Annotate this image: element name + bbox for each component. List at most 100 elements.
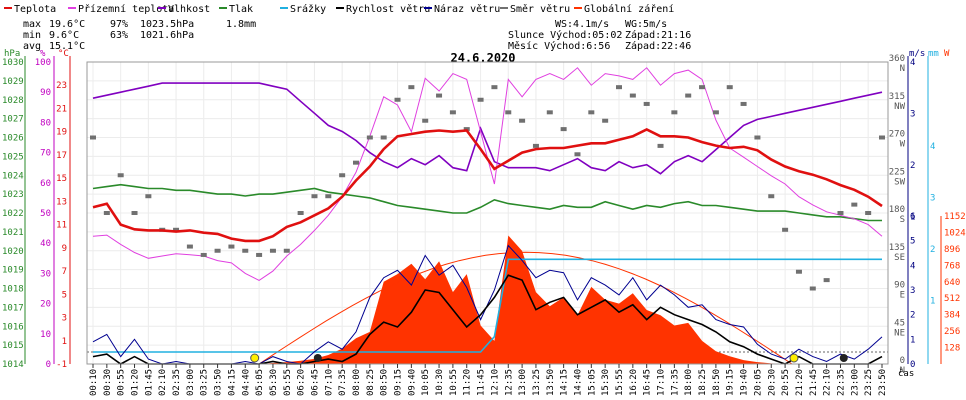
humidity-tick-10: 100	[35, 58, 51, 68]
x-tick-11: 04:40	[241, 369, 251, 396]
wind-dir-point-17	[325, 194, 332, 199]
x-tick-55: 23:00	[850, 369, 860, 396]
x-tick-47: 19:40	[740, 369, 750, 396]
info-moon: Měsíc Východ:6:56	[508, 40, 610, 52]
x-tick-57: 23:50	[878, 369, 888, 396]
rain-axis-unit: mm	[928, 49, 939, 59]
wind-dir-point-34	[560, 127, 567, 132]
sun-marker-0	[250, 353, 260, 363]
pressure-tick-5: 1019	[2, 266, 24, 276]
wind-dir-point-6	[173, 227, 180, 232]
stats-max-temp: 19.6°C	[49, 19, 85, 30]
x-tick-18: 07:35	[338, 369, 348, 396]
legend-label-8: Globální záření	[584, 3, 674, 15]
x-tick-1: 00:30	[103, 369, 113, 396]
pressure-tick-2: 1016	[2, 322, 24, 332]
wind-dir-point-16	[311, 194, 318, 199]
temperature-tick-4: 7	[62, 267, 67, 277]
stats-rain-total: 1.8mm	[226, 19, 256, 30]
rain-tick-0: 1	[930, 297, 935, 307]
humidity-tick-7: 70	[40, 149, 51, 159]
series-pressure	[92, 183, 882, 222]
pressure-tick-15: 1029	[2, 77, 24, 87]
rain-tick-3: 4	[930, 142, 935, 152]
radiation-tick-6: 896	[944, 245, 960, 255]
sun-moon-info: WS:4.1m/s WG:5m/s Slunce Východ:05:02 Zá…	[508, 19, 691, 52]
humidity-axis-unit: %	[40, 49, 46, 59]
wind-dir-point-13	[269, 248, 276, 253]
x-tick-21: 08:50	[380, 369, 390, 396]
x-tick-33: 13:50	[546, 369, 556, 396]
wind-dir-point-28	[477, 97, 484, 102]
stats-avg-temp: 15.1°C	[49, 41, 85, 52]
pressure-tick-8: 1022	[2, 209, 24, 219]
wind-dir-point-47	[740, 101, 747, 106]
radiation-axis-unit: W	[944, 49, 950, 59]
wind-dir-point-27	[463, 127, 470, 132]
wind-dir-deg-2: 90	[894, 281, 905, 291]
x-tick-52: 21:45	[809, 369, 819, 396]
pressure-tick-1: 1015	[2, 341, 24, 351]
wind-dir-label-3: SE	[894, 253, 905, 263]
x-tick-22: 09:15	[394, 369, 404, 396]
radiation-tick-3: 512	[944, 294, 960, 304]
wind-dir-deg-1: 45	[894, 318, 905, 328]
x-tick-40: 16:45	[643, 369, 653, 396]
x-axis-label: čas	[898, 368, 914, 379]
x-tick-8: 03:25	[200, 369, 210, 396]
temperature-tick-9: 17	[56, 151, 67, 161]
legend-label-0: Teplota	[14, 4, 56, 15]
stats-max-press: 1023.5hPa	[140, 19, 194, 30]
radiation-tick-5: 768	[944, 261, 960, 271]
wind-dir-point-44	[699, 85, 706, 90]
radiation-tick-2: 384	[944, 311, 960, 321]
wind-dir-point-42	[671, 110, 678, 115]
temperature-tick-11: 21	[56, 104, 67, 114]
temperature-axis-unit: °C	[58, 49, 69, 59]
series-rain	[93, 258, 882, 353]
wind-speed-tick-2: 2	[910, 311, 915, 321]
temperature-tick-10: 19	[56, 128, 67, 138]
wind-dir-label-4: S	[900, 215, 905, 225]
sun-marker-1	[789, 353, 799, 363]
temperature-tick-0: -1	[56, 360, 67, 370]
x-tick-28: 11:45	[477, 369, 487, 396]
x-tick-25: 10:30	[435, 369, 445, 396]
stats-avg-label: avg	[23, 41, 41, 52]
pressure-tick-9: 1023	[2, 190, 24, 200]
x-tick-36: 15:05	[587, 369, 597, 396]
plot-frame	[86, 61, 889, 365]
temperature-tick-7: 13	[56, 197, 67, 207]
humidity-tick-2: 20	[40, 300, 51, 310]
x-tick-4: 01:45	[144, 369, 154, 396]
wind-dir-deg-0: 0	[900, 356, 905, 366]
wind-dir-point-22	[394, 97, 401, 102]
wind-dir-point-57	[879, 135, 885, 140]
stats-min-temp: 9.6°C	[49, 30, 79, 41]
x-tick-26: 10:55	[449, 369, 459, 396]
x-tick-42: 17:35	[670, 369, 680, 396]
pressure-tick-14: 1028	[2, 96, 24, 106]
stats-min-hum: 63%	[110, 30, 128, 41]
wind-dir-point-23	[408, 85, 415, 90]
x-tick-45: 18:50	[712, 369, 722, 396]
x-tick-53: 22:10	[823, 369, 833, 396]
rain-tick-2: 3	[930, 194, 935, 204]
grid	[87, 61, 888, 365]
temperature-tick-3: 5	[62, 290, 67, 300]
wind-dir-point-39	[629, 93, 636, 98]
wind-dir-point-1	[103, 211, 110, 215]
wind-speed-tick-3: 3	[910, 286, 915, 296]
x-tick-13: 05:30	[269, 369, 279, 396]
legend-label-2: Vlhkost	[168, 4, 210, 15]
wind-dir-point-46	[726, 85, 733, 90]
humidity-tick-9: 90	[40, 88, 51, 98]
legend-label-6: Náraz větru	[434, 3, 500, 15]
axes: hPa% °C1014101510161017101810191020102110…	[2, 49, 966, 396]
wind-dir-deg-6: 270	[889, 130, 905, 140]
wind-dir-point-45	[712, 110, 719, 115]
wind-dir-point-50	[782, 227, 789, 232]
wind-dir-point-36	[588, 110, 595, 115]
wind-upper-tick-1: 2	[910, 161, 915, 171]
